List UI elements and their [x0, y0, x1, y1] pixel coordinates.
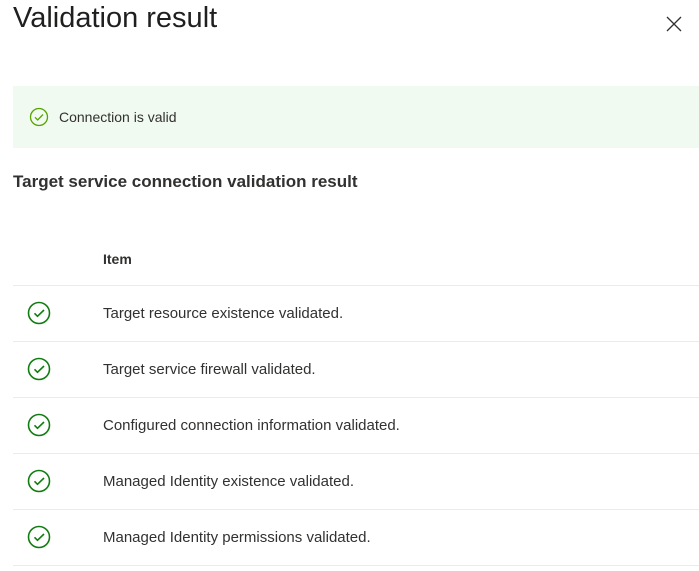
banner-text: Connection is valid: [59, 109, 177, 125]
success-banner: Connection is valid: [13, 86, 699, 148]
check-circle-icon: [27, 301, 51, 325]
row-item-text: Configured connection information valida…: [103, 417, 400, 434]
table-row: Managed Identity permissions validated.: [13, 510, 699, 566]
validation-table: Item Target resource existence validated…: [13, 240, 699, 566]
table-row: Configured connection information valida…: [13, 398, 699, 454]
check-circle-icon: [27, 469, 51, 493]
row-item-text: Target resource existence validated.: [103, 305, 344, 322]
row-item-text: Managed Identity permissions validated.: [103, 529, 371, 546]
section-title: Target service connection validation res…: [13, 172, 358, 191]
row-item-text: Managed Identity existence validated.: [103, 473, 354, 490]
check-circle-icon: [27, 525, 51, 549]
table-row: Managed Identity existence validated.: [13, 454, 699, 510]
column-header-item: Item: [103, 251, 132, 267]
table-header: Item: [13, 240, 699, 286]
check-circle-icon: [27, 357, 51, 381]
table-row: Target service firewall validated.: [13, 342, 699, 398]
table-row: Target resource existence validated.: [13, 286, 699, 342]
row-item-text: Target service firewall validated.: [103, 361, 316, 378]
page-title: Validation result: [13, 2, 218, 34]
close-icon[interactable]: [664, 14, 684, 34]
check-circle-icon: [29, 107, 49, 127]
check-circle-icon: [27, 413, 51, 437]
